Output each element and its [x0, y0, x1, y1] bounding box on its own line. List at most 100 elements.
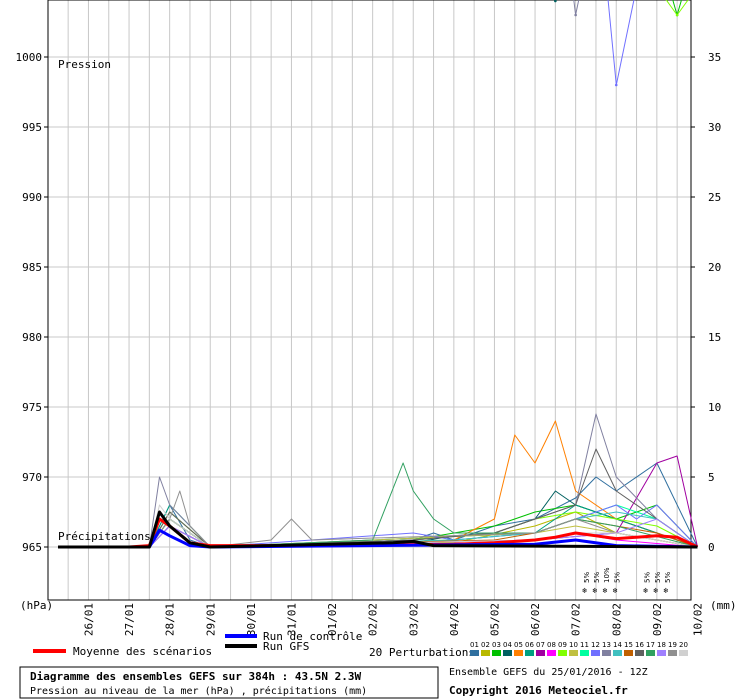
legend-pert-swatch: [679, 650, 688, 656]
legend-pert-swatch: [481, 650, 490, 656]
date-tick-label: 07/02: [570, 603, 583, 636]
legend-control-label: Run de contrôle: [263, 630, 362, 643]
precip-tick-label: 15: [708, 331, 721, 344]
legend-pert-id: 09: [558, 641, 567, 649]
series-pert-16-precip-line: [58, 448, 698, 548]
legend-pert-swatch: [613, 650, 622, 656]
precip-axis: 757065605550454035302520151050: [691, 51, 721, 554]
legend-pert-swatch: [646, 650, 655, 656]
copyright: Copyright 2016 Meteociel.fr: [449, 684, 628, 697]
snow-marker-label: 5%: [613, 572, 621, 583]
precip-tick-label: 0: [708, 541, 715, 554]
legend-pert-id: 17: [646, 641, 655, 649]
legend-pert-swatch: [668, 650, 677, 656]
date-axis: 26/01 27/01 28/01 29/01 30/01 31/01 01/02 02/02…: [82, 603, 704, 636]
legend-pert-swatch: [503, 650, 512, 656]
series-mean-precip-line: [58, 517, 699, 549]
legend-pert-swatch: [525, 650, 534, 656]
pressure-label: Pression: [58, 58, 111, 71]
legend-pert-id: 13: [602, 641, 611, 649]
legend-pert-swatch: [547, 650, 556, 656]
pressure-axis: 1040103510301025102010151010100510009959…: [16, 51, 48, 554]
run-info: Ensemble GEFS du 25/01/2016 - 12Z: [449, 667, 648, 678]
legend-gfs-label: Run GFS: [263, 640, 309, 653]
legend-pert-id: 06: [525, 641, 534, 649]
snow-marker-label: 5%: [583, 572, 591, 583]
snowflake-icon: ❄: [653, 587, 659, 595]
snow-markers: 5%❄5%❄10%❄5%❄5%❄5%❄5%❄: [582, 567, 672, 595]
series-pert-09-pressure-point: [675, 13, 679, 17]
snow-marker-label: 5%: [593, 572, 601, 583]
right-axis-unit: (mm): [710, 599, 737, 612]
pressure-tick-label: 975: [22, 401, 42, 414]
snow-marker-label: 10%: [603, 567, 611, 583]
chart-title: Diagramme des ensembles GEFS sur 384h : …: [30, 670, 362, 683]
pressure-tick-label: 980: [22, 331, 42, 344]
precip-tick-label: 35: [708, 51, 721, 64]
date-tick-label: 28/01: [164, 603, 177, 636]
date-tick-label: 02/02: [367, 603, 380, 636]
snowflake-icon: ❄: [612, 587, 618, 595]
legend-pert-swatch: [602, 650, 611, 656]
snow-marker-label: 5%: [654, 572, 662, 583]
precip-tick-label: 30: [708, 121, 721, 134]
legend-pert-swatch: [591, 650, 600, 656]
date-tick-label: 03/02: [407, 603, 420, 636]
legend-perturbation-swatches: 01 02 03 04 05 06 07 08 09 10 11 12 13 14 15 16 17 18 19 20: [470, 641, 688, 656]
legend-pert-id: 11: [580, 641, 589, 649]
legend-pert-id: 18: [657, 641, 666, 649]
pressure-tick-label: 985: [22, 261, 42, 274]
legend-pert-id: 05: [514, 641, 523, 649]
legend-pert-id: 08: [547, 641, 556, 649]
legend-pert-id: 14: [613, 641, 622, 649]
left-axis-unit: (hPa): [20, 599, 53, 612]
title-box: [19, 666, 439, 699]
legend-pert-id: 03: [492, 641, 501, 649]
snowflake-icon: ❄: [643, 587, 649, 595]
legend-pert-id: 15: [624, 641, 633, 649]
legend-pert-swatch: [580, 650, 589, 656]
plot-frame: [47, 0, 692, 601]
precip-tick-label: 25: [708, 191, 721, 204]
legend-pert-swatch: [536, 650, 545, 656]
legend-pert-swatch: [569, 650, 578, 656]
legend-pert-id: 07: [536, 641, 545, 649]
pressure-tick-label: 995: [22, 121, 42, 134]
grid: [48, 0, 691, 600]
legend-mean-label: Moyenne des scénarios: [73, 645, 212, 658]
legend-pert-swatch: [657, 650, 666, 656]
date-tick-label: 29/01: [204, 603, 217, 636]
series-gfs-precip-line: [58, 510, 698, 549]
date-tick-label: 26/01: [82, 603, 95, 636]
snow-marker-label: 5%: [644, 572, 652, 583]
legend-pert-swatch: [558, 650, 567, 656]
date-tick-label: 06/02: [529, 603, 542, 636]
precip-label: Précipitations: [58, 530, 151, 543]
snow-marker-label: 5%: [664, 572, 672, 583]
date-tick-label: 10/02: [691, 603, 704, 636]
legend-pert-id: 04: [503, 641, 512, 649]
legend-pert-swatch: [624, 650, 633, 656]
legend-pert-swatch: [635, 650, 644, 656]
snowflake-icon: ❄: [592, 587, 598, 595]
series-pert-13-pressure-point: [574, 13, 577, 17]
precip-tick-label: 20: [708, 261, 721, 274]
chart-subtitle: Pression au niveau de la mer (hPa) , pré…: [30, 685, 367, 697]
snowflake-icon: ❄: [582, 587, 588, 595]
legend-pert-swatch: [470, 650, 479, 656]
legend-pert-id: 19: [668, 641, 677, 649]
snowflake-icon: ❄: [602, 587, 608, 595]
legend-pert-id: 10: [569, 641, 578, 649]
pressure-tick-label: 965: [22, 541, 42, 554]
pressure-tick-label: 1000: [16, 51, 43, 64]
precip-tick-label: 5: [708, 471, 715, 484]
pressure-tick-label: 990: [22, 191, 42, 204]
legend-pert-id: 20: [679, 641, 688, 649]
pressure-series-group: [554, 0, 689, 87]
date-tick-label: 01/02: [326, 603, 339, 636]
precip-tick-label: 10: [708, 401, 721, 414]
date-tick-label: 31/01: [285, 603, 298, 636]
legend-pert-swatch: [514, 650, 523, 656]
